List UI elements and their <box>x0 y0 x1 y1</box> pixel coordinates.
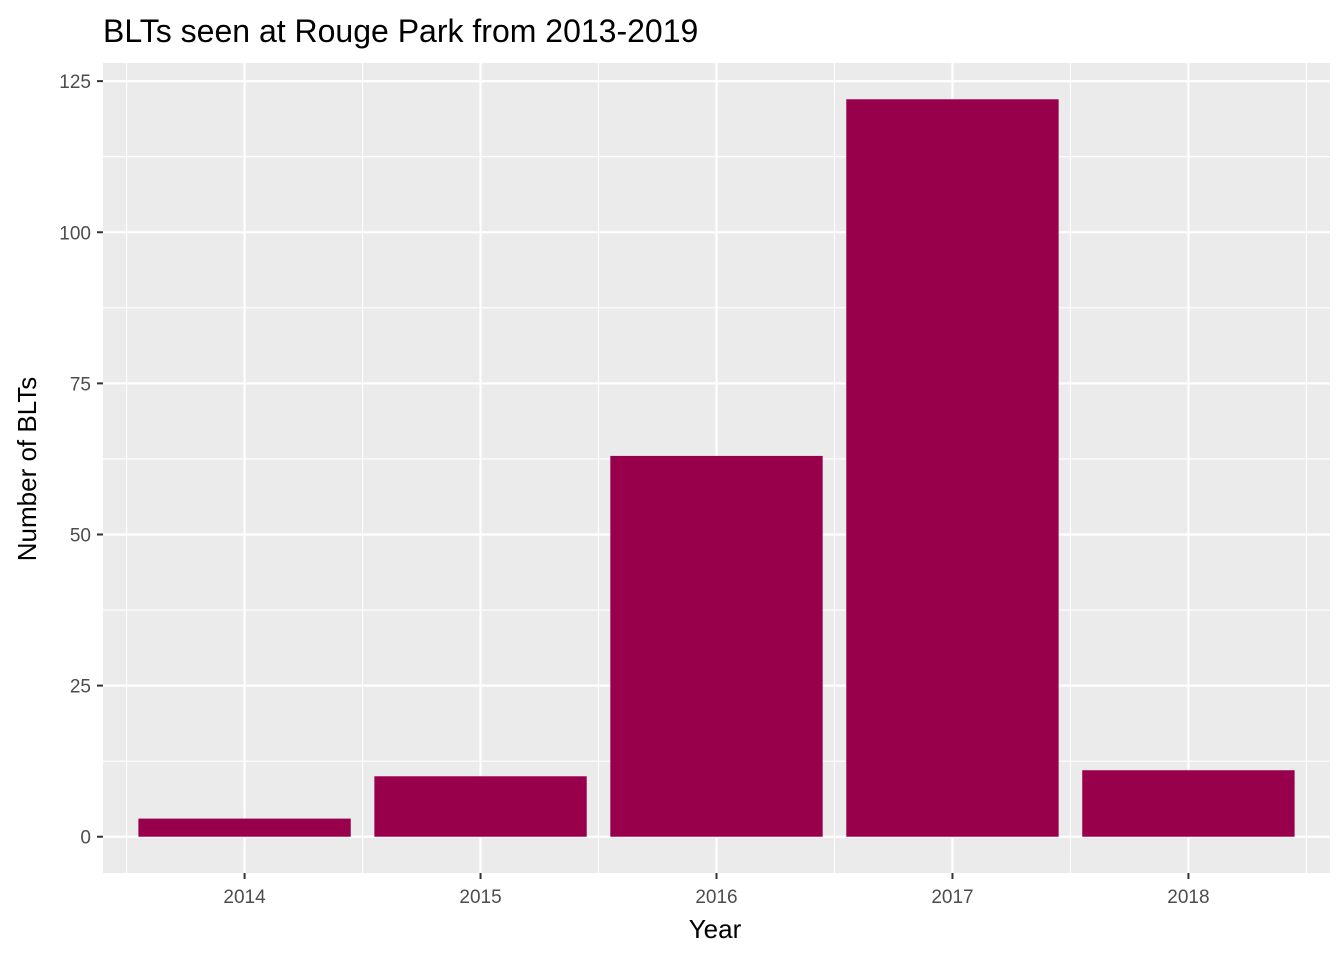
y-tick-label: 25 <box>70 677 91 698</box>
y-tick-label: 100 <box>59 223 91 244</box>
bar-2018 <box>1082 770 1295 837</box>
bar-2016 <box>610 455 823 837</box>
x-axis-title: Year <box>689 914 742 944</box>
y-axis: 0 25 50 75 100 125 <box>59 72 103 849</box>
y-axis-title: Number of BLTs <box>12 377 42 561</box>
y-tick-label: 50 <box>70 525 91 546</box>
bars <box>138 99 1295 837</box>
x-tick-label: 2015 <box>459 887 501 908</box>
x-tick-label: 2018 <box>1167 887 1209 908</box>
y-tick-label: 75 <box>70 374 91 395</box>
y-tick-label: 125 <box>59 72 91 93</box>
chart-title: BLTs seen at Rouge Park from 2013-2019 <box>103 13 698 49</box>
x-axis: 2014 2015 2016 2017 2018 <box>223 873 1210 908</box>
y-tick-label: 0 <box>80 828 91 849</box>
x-tick-label: 2014 <box>223 887 266 908</box>
bar-2015 <box>374 776 587 837</box>
x-tick-label: 2016 <box>695 887 737 908</box>
x-tick-label: 2017 <box>931 887 973 908</box>
bar-2014 <box>138 818 351 837</box>
bar-2017 <box>846 99 1059 837</box>
